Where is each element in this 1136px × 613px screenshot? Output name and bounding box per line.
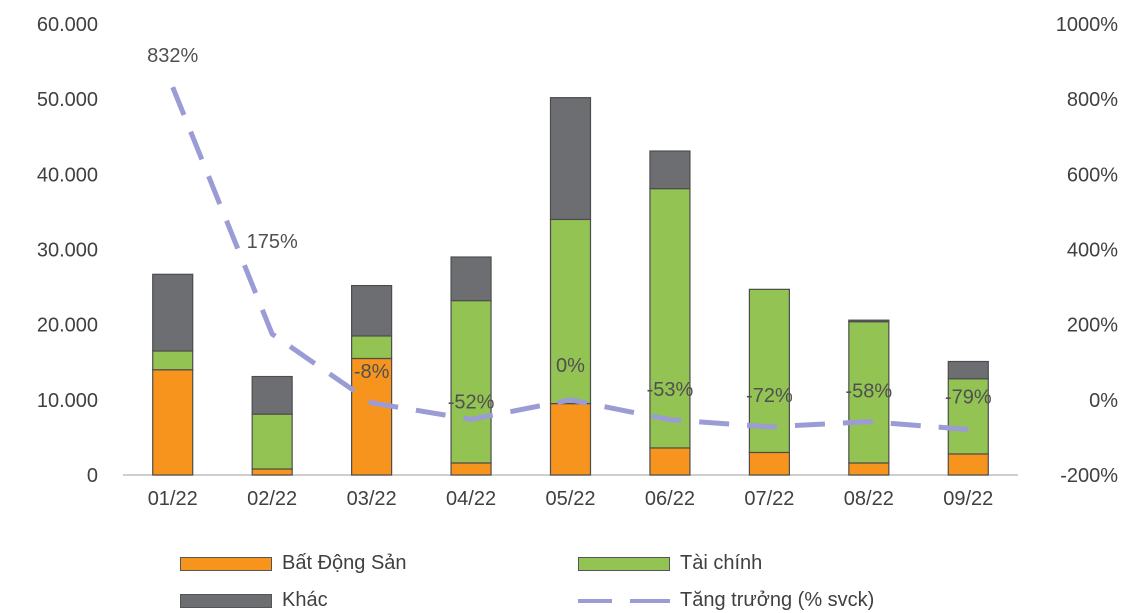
bar-segment <box>251 375 293 415</box>
y-left-tick-label: 60.000 <box>37 14 98 36</box>
legend-swatch-tc <box>578 556 670 571</box>
growth-data-label: -53% <box>647 379 694 401</box>
y-right-tick-label: 0% <box>1089 390 1118 412</box>
growth-data-label: -72% <box>746 385 793 407</box>
bar-segment <box>152 273 194 352</box>
labels-group: 832% 175% -8% -52% 0% -53% -72% -58% -79% <box>147 45 992 413</box>
bar-segment <box>450 462 492 476</box>
growth-data-label: -79% <box>945 387 992 409</box>
bar-segment <box>649 150 691 190</box>
growth-data-label: -52% <box>448 391 495 413</box>
bar-segment <box>748 451 790 476</box>
bar-segment <box>152 350 194 371</box>
y-right-tick-label: 200% <box>1067 315 1118 337</box>
x-tick-label: 04/22 <box>446 488 496 510</box>
bar-segment <box>649 447 691 476</box>
legend-swatch-growth <box>578 594 670 608</box>
bar-segment <box>848 321 890 464</box>
bar-segment <box>848 462 890 476</box>
legend-item-khac: Khác <box>180 589 328 612</box>
legend-label-growth: Tăng trưởng (% svck) <box>680 589 875 611</box>
growth-data-label: -8% <box>354 361 390 383</box>
bar-segment <box>152 369 194 476</box>
axes-group: 0 10.000 20.000 30.000 40.000 50.000 60.000 -20… <box>37 14 1118 510</box>
y-left-tick-label: 20.000 <box>37 315 98 337</box>
growth-data-label: 175% <box>247 231 298 253</box>
growth-data-label: 0% <box>556 355 585 377</box>
legend-swatch-bds <box>180 556 272 571</box>
x-tick-label: 02/22 <box>247 488 297 510</box>
legend-item-growth: Tăng trưởng (% svck) <box>578 589 874 612</box>
bar-segment <box>251 413 293 470</box>
y-left-tick-label: 30.000 <box>37 240 98 262</box>
bar-segment <box>947 453 989 476</box>
bar-segment <box>549 97 592 221</box>
bar-segment <box>351 357 393 476</box>
bar-segment <box>649 188 691 449</box>
legend-label-bds: Bất Động Sản <box>282 552 407 574</box>
legend-item-tc: Tài chính <box>578 552 762 575</box>
x-tick-label: 08/22 <box>844 488 894 510</box>
y-left-tick-label: 10.000 <box>37 390 98 412</box>
legend-label-khac: Khác <box>282 589 328 611</box>
legend-swatch-khac <box>180 593 272 608</box>
bars-group <box>152 97 989 476</box>
y-right-tick-label: 400% <box>1067 240 1118 262</box>
bar-segment <box>251 468 293 476</box>
growth-data-label: -58% <box>845 381 892 403</box>
bar-segment <box>947 378 989 455</box>
bar-segment <box>848 319 890 323</box>
bar-segment <box>351 284 393 337</box>
y-right-tick-label: 600% <box>1067 164 1118 186</box>
x-tick-label: 06/22 <box>645 488 695 510</box>
y-left-tick-label: 40.000 <box>37 164 98 186</box>
x-tick-label: 03/22 <box>347 488 397 510</box>
x-tick-label: 05/22 <box>545 488 595 510</box>
bar-segment <box>450 300 492 464</box>
x-tick-label: 07/22 <box>744 488 794 510</box>
bar-segment <box>947 360 989 380</box>
growth-line-group <box>170 86 969 433</box>
bar-segment <box>549 402 592 476</box>
y-right-tick-label: 1000% <box>1056 14 1118 36</box>
y-left-tick-label: 50.000 <box>37 89 98 111</box>
y-right-tick-label: 800% <box>1067 89 1118 111</box>
bar-segment <box>351 335 393 360</box>
y-right-tick-label: -200% <box>1060 465 1118 487</box>
legend-item-bds: Bất Động Sản <box>180 552 407 575</box>
bar-segment <box>450 256 492 302</box>
y-left-tick-label: 0 <box>87 465 98 487</box>
x-tick-label: 09/22 <box>943 488 993 510</box>
growth-data-label: 832% <box>147 45 198 67</box>
legend-label-tc: Tài chính <box>680 552 763 574</box>
x-tick-label: 01/22 <box>148 488 198 510</box>
bar-segment <box>549 218 592 405</box>
